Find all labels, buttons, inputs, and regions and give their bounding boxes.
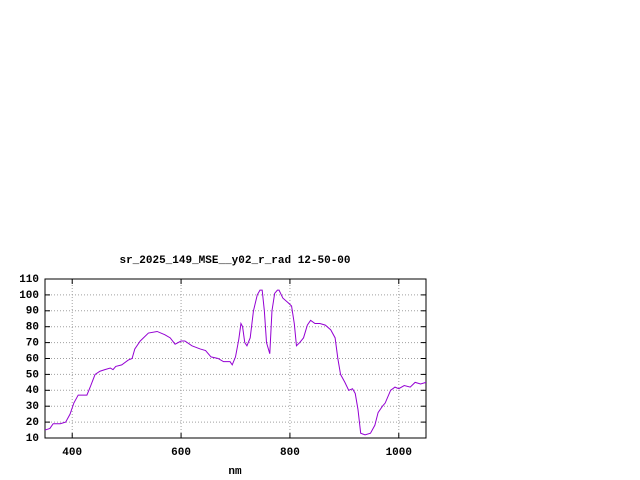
y-tick-label: 10 — [26, 433, 39, 445]
y-tick-label: 90 — [26, 306, 39, 318]
x-tick-label: 800 — [280, 447, 300, 459]
y-tick-label: 40 — [26, 385, 39, 397]
data-line — [44, 289, 427, 436]
x-tick-label: 400 — [62, 447, 82, 459]
y-tick-label: 30 — [26, 401, 39, 413]
plot-border — [44, 278, 427, 439]
x-axis-label: nm — [228, 466, 242, 478]
y-tick-label: 100 — [19, 290, 39, 302]
y-tick-label: 80 — [26, 322, 39, 334]
chart-title: sr_2025_149_MSE__y02_r_rad 12-50-00 — [119, 255, 350, 267]
y-tick-label: 60 — [26, 353, 39, 365]
x-tick-label: 600 — [171, 447, 191, 459]
y-tick-label: 20 — [26, 417, 39, 429]
y-tick-label: 50 — [26, 369, 39, 381]
y-tick-label: 110 — [19, 274, 39, 286]
x-tick-label: 1000 — [386, 447, 412, 459]
y-tick-label: 70 — [26, 338, 39, 350]
